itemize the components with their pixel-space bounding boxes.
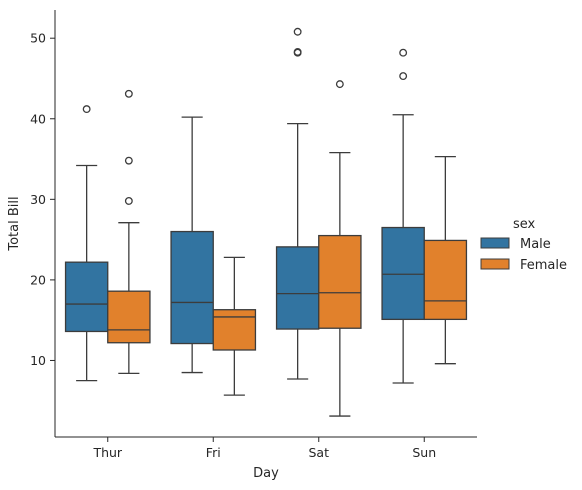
box-group [107, 89, 151, 375]
x-axis-ticks: Thur Fri Sat Sun [92, 437, 436, 460]
x-tick-label: Sat [309, 445, 330, 460]
outlier-point [124, 196, 133, 205]
legend-swatch [480, 237, 510, 249]
iqr-box [381, 226, 425, 321]
y-axis-title: Total Bill [7, 196, 22, 251]
x-axis-title: Day [253, 466, 279, 481]
y-tick-label: 20 [30, 272, 46, 287]
box-group [423, 155, 468, 365]
box-group [381, 48, 425, 384]
y-axis-ticks: 10 20 30 40 50 [30, 31, 55, 368]
legend: sex Male Female [480, 217, 567, 273]
iqr-box [318, 234, 362, 329]
outlier-point [124, 156, 133, 165]
outlier-point [124, 89, 133, 98]
legend-swatch [480, 258, 510, 270]
legend-title: sex [513, 217, 536, 232]
outlier-point [293, 47, 302, 56]
box-group [318, 80, 362, 417]
box-group [212, 256, 257, 396]
outlier-point [335, 80, 344, 89]
box-group [170, 116, 214, 374]
iqr-box [423, 239, 468, 321]
iqr-box [212, 309, 257, 351]
legend-label: Male [520, 237, 551, 252]
y-tick-label: 50 [30, 31, 46, 46]
x-tick-label: Fri [206, 445, 221, 460]
outlier-point [399, 48, 408, 57]
legend-label: Female [520, 258, 567, 273]
box-group [64, 105, 109, 382]
iqr-box [64, 261, 109, 333]
y-tick-label: 10 [30, 353, 46, 368]
x-tick-label: Thur [92, 445, 122, 460]
iqr-box [275, 246, 320, 330]
iqr-box [107, 290, 151, 344]
y-tick-label: 40 [30, 111, 46, 126]
outlier-point [82, 105, 91, 114]
plot-area [64, 27, 468, 417]
outlier-point [293, 27, 302, 36]
x-tick-label: Sun [412, 445, 436, 460]
y-tick-label: 30 [30, 192, 46, 207]
iqr-box [170, 230, 214, 345]
outlier-point [399, 72, 408, 81]
box-group [275, 27, 320, 380]
